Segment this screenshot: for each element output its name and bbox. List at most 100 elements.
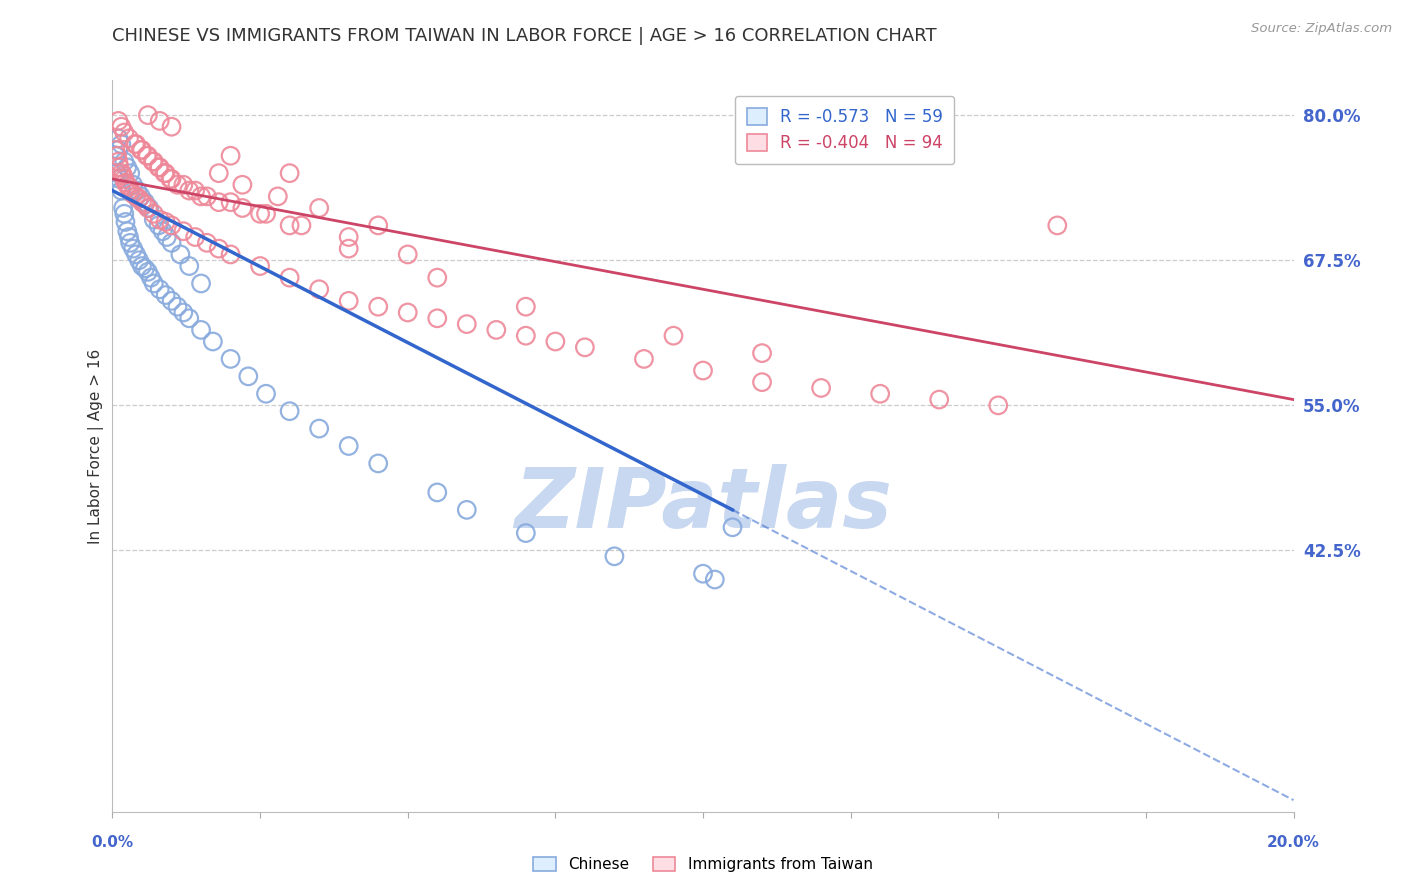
Point xyxy=(112,154,135,169)
Point xyxy=(120,235,142,250)
Point xyxy=(456,503,478,517)
Point xyxy=(155,288,177,302)
Point xyxy=(810,381,832,395)
Point xyxy=(107,131,129,145)
Point xyxy=(869,386,891,401)
Point xyxy=(124,137,146,152)
Point xyxy=(142,277,165,291)
Point xyxy=(179,184,201,198)
Point xyxy=(129,143,152,157)
Y-axis label: In Labor Force | Age > 16: In Labor Force | Age > 16 xyxy=(89,349,104,543)
Legend: R = -0.573   N = 59, R = -0.404   N = 94: R = -0.573 N = 59, R = -0.404 N = 94 xyxy=(735,96,955,164)
Point xyxy=(515,328,537,343)
Point xyxy=(152,224,174,238)
Point xyxy=(166,300,188,314)
Point xyxy=(149,282,172,296)
Point xyxy=(125,189,148,203)
Point xyxy=(122,187,145,202)
Point xyxy=(172,178,194,192)
Point xyxy=(110,184,132,198)
Point xyxy=(195,235,218,250)
Point xyxy=(134,261,156,276)
Point xyxy=(928,392,950,407)
Point xyxy=(231,178,253,192)
Point xyxy=(160,120,183,134)
Point xyxy=(129,189,152,203)
Point xyxy=(160,293,183,308)
Point xyxy=(112,169,135,183)
Point xyxy=(367,219,389,233)
Point xyxy=(721,520,744,534)
Point xyxy=(172,224,194,238)
Point xyxy=(231,201,253,215)
Point xyxy=(136,149,159,163)
Point xyxy=(118,180,141,194)
Point xyxy=(190,277,212,291)
Text: 20.0%: 20.0% xyxy=(1267,836,1320,850)
Point xyxy=(131,143,153,157)
Point xyxy=(201,334,224,349)
Point xyxy=(107,154,129,169)
Point xyxy=(131,195,153,210)
Point xyxy=(574,340,596,354)
Point xyxy=(136,108,159,122)
Text: 0.0%: 0.0% xyxy=(91,836,134,850)
Point xyxy=(136,201,159,215)
Point xyxy=(159,172,181,186)
Point xyxy=(125,137,148,152)
Point xyxy=(396,305,419,319)
Point xyxy=(662,328,685,343)
Point xyxy=(142,154,165,169)
Point xyxy=(219,195,242,210)
Point xyxy=(160,172,183,186)
Point xyxy=(426,270,449,285)
Point xyxy=(105,166,128,180)
Point xyxy=(131,259,153,273)
Point xyxy=(104,143,127,157)
Point xyxy=(134,197,156,211)
Point xyxy=(118,131,141,145)
Point xyxy=(112,172,135,186)
Point xyxy=(112,126,135,140)
Point xyxy=(249,207,271,221)
Point xyxy=(751,375,773,389)
Point xyxy=(254,207,277,221)
Point xyxy=(337,230,360,244)
Point xyxy=(703,573,725,587)
Point xyxy=(290,219,312,233)
Point xyxy=(134,195,156,210)
Point xyxy=(117,178,138,192)
Point xyxy=(136,265,159,279)
Point xyxy=(633,351,655,366)
Point xyxy=(515,526,537,541)
Point xyxy=(219,149,242,163)
Point xyxy=(149,114,172,128)
Point xyxy=(219,351,242,366)
Point xyxy=(169,247,191,261)
Point xyxy=(195,189,218,203)
Point xyxy=(110,137,132,152)
Point xyxy=(117,224,138,238)
Point xyxy=(149,161,172,175)
Point xyxy=(142,154,165,169)
Point xyxy=(179,311,201,326)
Point xyxy=(110,120,132,134)
Point xyxy=(544,334,567,349)
Point xyxy=(110,166,132,180)
Point xyxy=(987,398,1010,412)
Text: CHINESE VS IMMIGRANTS FROM TAIWAN IN LABOR FORCE | AGE > 16 CORRELATION CHART: CHINESE VS IMMIGRANTS FROM TAIWAN IN LAB… xyxy=(112,27,938,45)
Point xyxy=(308,282,330,296)
Text: Source: ZipAtlas.com: Source: ZipAtlas.com xyxy=(1251,22,1392,36)
Point xyxy=(114,176,136,190)
Point xyxy=(184,184,207,198)
Point xyxy=(208,166,231,180)
Point xyxy=(120,166,142,180)
Point xyxy=(337,439,360,453)
Point xyxy=(127,184,149,198)
Point xyxy=(117,161,138,175)
Point xyxy=(278,270,301,285)
Point xyxy=(149,212,172,227)
Point xyxy=(515,300,537,314)
Point xyxy=(160,219,183,233)
Point xyxy=(138,201,160,215)
